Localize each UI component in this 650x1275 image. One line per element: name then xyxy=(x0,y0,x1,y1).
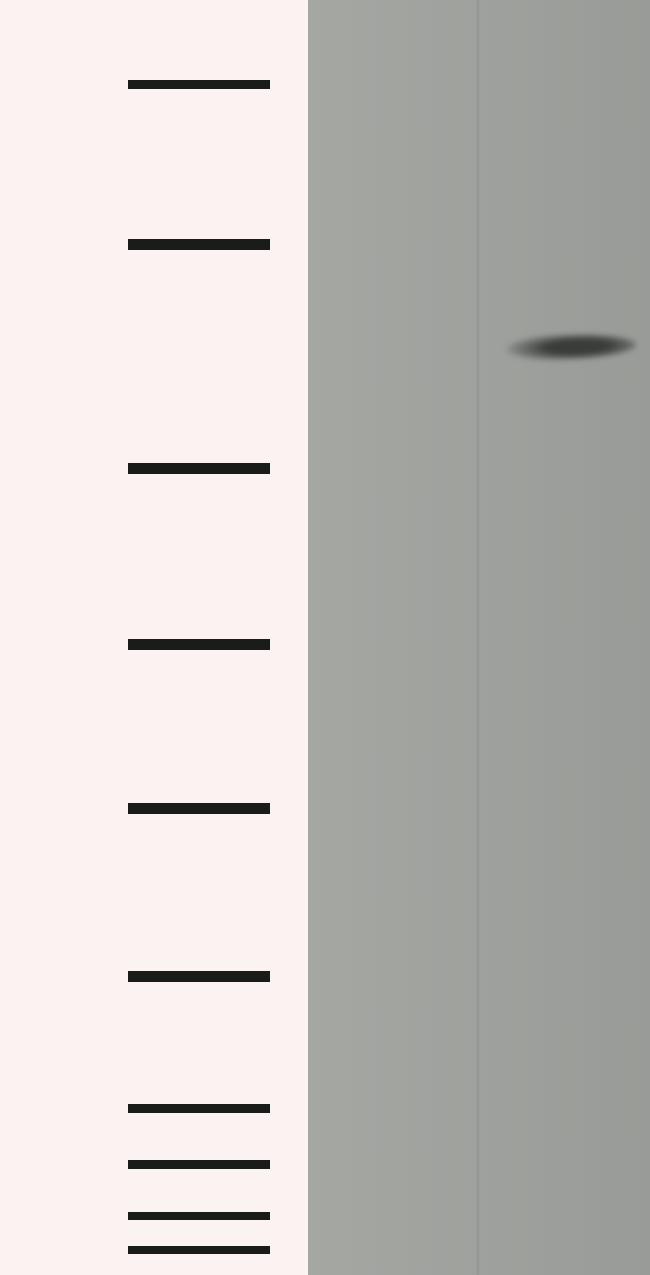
molecular-weight-ladder-panel: 1889862493828171463 xyxy=(0,0,308,1275)
mw-marker-tick xyxy=(128,1212,270,1220)
mw-marker-tick xyxy=(128,1104,270,1113)
protein-band xyxy=(506,333,636,362)
mw-marker-tick xyxy=(128,803,270,814)
mw-marker-tick xyxy=(128,463,270,474)
mw-marker-tick xyxy=(128,1246,270,1254)
western-blot-figure: 1889862493828171463 xyxy=(0,0,650,1275)
mw-marker-tick xyxy=(128,1160,270,1169)
mw-marker-tick xyxy=(128,239,270,250)
mw-marker-tick xyxy=(128,80,270,89)
mw-marker-tick xyxy=(128,971,270,982)
blot-membrane-panel xyxy=(308,0,650,1275)
mw-marker-tick xyxy=(128,639,270,650)
